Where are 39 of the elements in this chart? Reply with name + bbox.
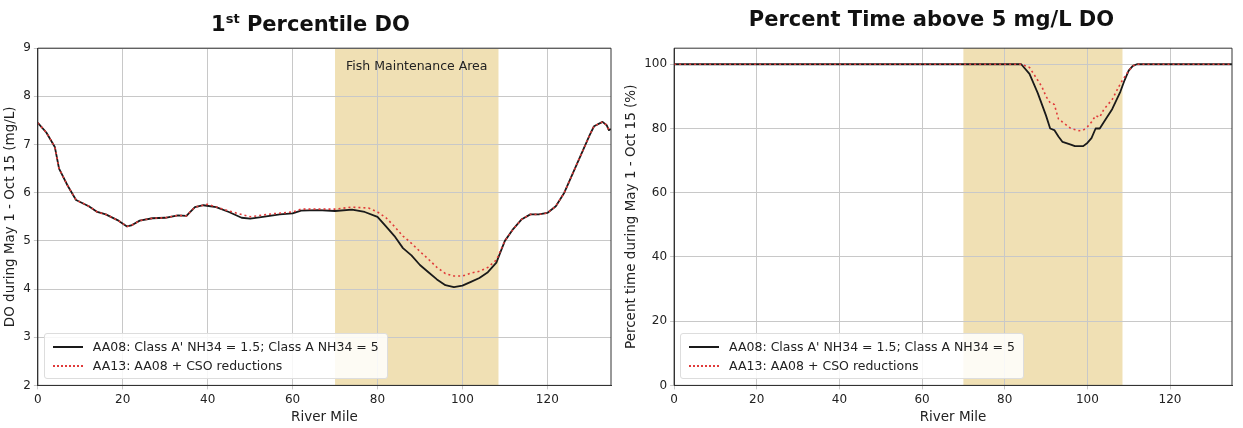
y-tick-label: 80 <box>651 120 668 135</box>
x-axis-title: River Mile <box>919 408 987 425</box>
legend-label: AA08: Class A' NH34 = 1.5; Class A NH34 = 5 <box>92 339 379 355</box>
band-label: Fish Maintenance Area <box>346 57 488 73</box>
y-tick-label: 0 <box>659 377 668 392</box>
x-tick-label: 20 <box>115 391 131 406</box>
x-tick-label: 40 <box>200 391 216 406</box>
y-tick-label: 7 <box>23 136 31 151</box>
legend-label: AA08: Class A' NH34 = 1.5; Class A NH34 = 5 <box>729 339 1016 355</box>
x-tick-label: 40 <box>831 391 848 406</box>
y-tick-label: 9 <box>23 40 31 55</box>
x-tick-label: 100 <box>450 391 474 406</box>
x-tick-label: 120 <box>1158 391 1182 406</box>
x-tick-label: 80 <box>997 391 1013 406</box>
x-tick-label: 20 <box>749 391 765 406</box>
chart-title: Percent Time above 5 mg/L DO <box>747 6 1116 33</box>
y-tick-label: 3 <box>23 329 31 344</box>
y-tick-label: 100 <box>644 56 668 71</box>
x-tick-label: 60 <box>914 391 930 406</box>
y-tick-label: 8 <box>23 88 31 103</box>
x-tick-label: 0 <box>34 391 42 406</box>
y-tick-label: 6 <box>23 184 31 199</box>
legend-label: AA13: AA08 + CSO reductions <box>92 358 283 374</box>
y-tick-label: 20 <box>651 313 668 328</box>
x-tick-label: 120 <box>535 391 559 406</box>
chart-title: 1$^{st}$ Percentile DO <box>210 10 411 38</box>
y-axis-title: DO during May 1 - Oct 15 (mg/L) <box>0 106 17 328</box>
y-tick-label: 2 <box>23 377 31 392</box>
y-tick-label: 40 <box>651 249 668 264</box>
legend-label: AA13: AA08 + CSO reductions <box>729 358 919 374</box>
y-axis-title: Percent time during May 1 - Oct 15 (%) <box>621 84 638 350</box>
x-tick-label: 0 <box>670 391 678 406</box>
y-tick-label: 5 <box>23 233 31 248</box>
y-tick-label: 60 <box>651 184 668 199</box>
x-tick-label: 80 <box>369 391 386 406</box>
x-tick-label: 60 <box>284 391 301 406</box>
y-tick-label: 4 <box>23 281 31 296</box>
x-axis-title: River Mile <box>291 408 358 425</box>
x-tick-label: 100 <box>1075 391 1099 406</box>
